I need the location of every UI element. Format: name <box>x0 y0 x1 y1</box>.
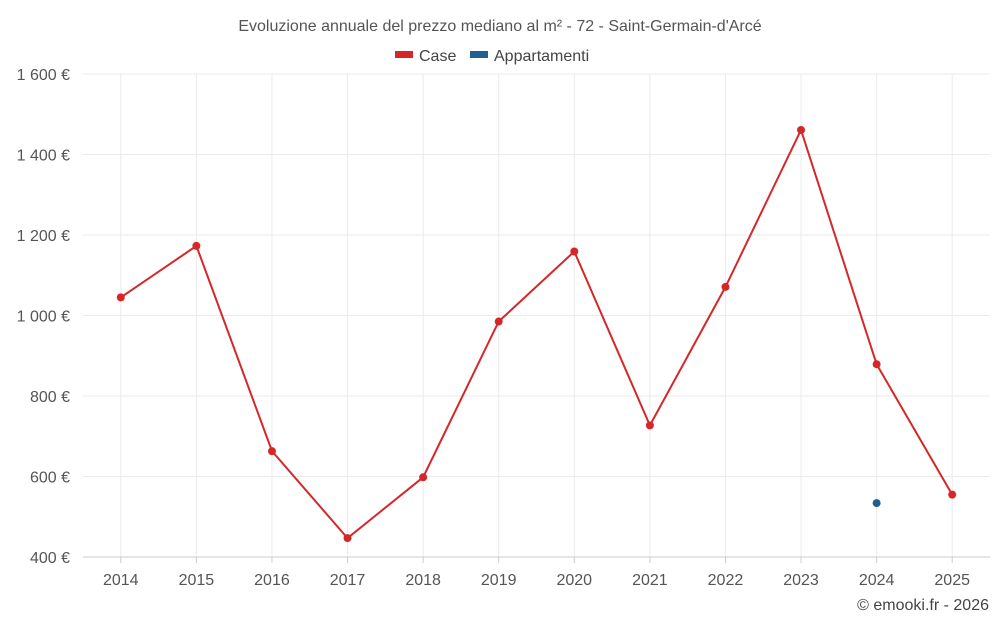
data-point-case-2020[interactable] <box>570 247 579 256</box>
legend: Case Appartamenti <box>395 48 589 65</box>
x-tick-label: 2020 <box>556 572 592 589</box>
data-point-case-2014[interactable] <box>116 293 125 302</box>
x-tick-label: 2017 <box>330 572 366 589</box>
data-point-case-2025[interactable] <box>948 490 957 499</box>
x-tick-label: 2021 <box>632 572 668 589</box>
y-tick-label: 1 600 € <box>17 67 70 84</box>
data-point-case-2016[interactable] <box>267 447 276 456</box>
series-line-0 <box>120 127 954 540</box>
data-point-appartamenti-2024[interactable] <box>872 499 881 508</box>
x-tick-label: 2018 <box>405 572 441 589</box>
credit-text: © emooki.fr - 2026 <box>857 597 989 614</box>
x-tick-label: 2014 <box>103 572 139 589</box>
chart-title: Evoluzione annuale del prezzo mediano al… <box>238 18 761 35</box>
x-tick-label: 2025 <box>934 572 970 589</box>
y-tick-label: 1 000 € <box>17 309 70 326</box>
legend-item-appartamenti[interactable]: Appartamenti <box>470 48 589 65</box>
y-tick-label: 600 € <box>30 470 70 487</box>
data-point-case-2023[interactable] <box>797 125 806 134</box>
x-tick-label: 2015 <box>179 572 215 589</box>
axes: 400 € 600 € 800 € 1 000 € 1 200 € 1 400 € 1 60… <box>17 67 990 589</box>
y-tick-label: 1 200 € <box>17 228 70 245</box>
y-tick-label: 800 € <box>30 389 70 406</box>
x-tick-label: 2024 <box>859 572 895 589</box>
legend-swatch-case <box>395 51 413 58</box>
x-tick-label: 2016 <box>254 572 290 589</box>
x-tick-label: 2023 <box>783 572 819 589</box>
data-point-case-2017[interactable] <box>343 534 352 543</box>
data-point-case-2022[interactable] <box>721 282 730 291</box>
x-tick-label: 2019 <box>481 572 517 589</box>
legend-label-case: Case <box>419 48 456 65</box>
legend-item-case[interactable]: Case <box>395 48 456 65</box>
y-tick-label: 1 400 € <box>17 148 70 165</box>
data-point-case-2019[interactable] <box>494 317 503 326</box>
data-point-case-2015[interactable] <box>192 241 201 250</box>
data-point-case-2021[interactable] <box>645 421 654 430</box>
y-tick-label: 400 € <box>30 550 70 567</box>
x-tick-label: 2022 <box>708 572 744 589</box>
legend-swatch-appartamenti <box>470 51 488 58</box>
legend-label-appartamenti: Appartamenti <box>494 48 589 65</box>
data-point-case-2018[interactable] <box>419 473 428 482</box>
series <box>116 125 957 543</box>
data-point-case-2024[interactable] <box>872 360 881 369</box>
grid <box>83 73 990 557</box>
